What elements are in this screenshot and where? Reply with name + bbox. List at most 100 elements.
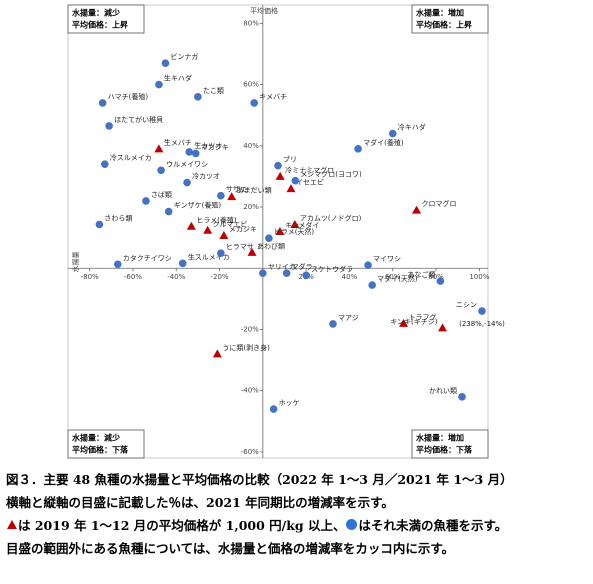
point-label: あまだい類 (237, 186, 272, 195)
point-triangle (275, 227, 285, 235)
caption: 図３．主要 48 魚種の水揚量と平均価格の比較（2022 年 1～3 月／202… (6, 468, 591, 560)
point-label: 生キハダ (164, 74, 192, 83)
point (194, 93, 202, 101)
x-tick-label: 80% (428, 273, 444, 281)
caption-text: はそれ未満の魚種を示す。 (358, 518, 508, 533)
point (269, 405, 278, 413)
point-label: マイワシ (373, 255, 401, 263)
point-label: ヒラマサ (226, 243, 254, 251)
point-label: 生メバチ (164, 138, 192, 147)
caption-line: 横軸と縦軸の目盛に記載した％は、2021 年同期比の増減率を示す。 (6, 495, 394, 510)
point (250, 99, 258, 107)
legend-circle (346, 519, 358, 530)
point (98, 99, 107, 107)
point-label: ヒラメ(天然) (274, 227, 315, 236)
point-label: メカジキ (229, 225, 257, 233)
point-label: クルマエビ (213, 219, 248, 228)
caption-line: は 2019 年 1～12 月の平均価格が 1,000 円/kg 以上、 はそれ未… (6, 514, 591, 537)
point-label: あわび類 (257, 241, 285, 250)
point (105, 122, 113, 130)
point (265, 234, 273, 243)
point-label: イセエビ (296, 178, 324, 187)
caption-text: は 2019 年 1～12 月の平均価格が 1,000 円/kg 以上、 (18, 518, 346, 533)
plot-border (67, 4, 489, 459)
point-triangle (286, 184, 296, 193)
quadrant-frame (67, 429, 145, 459)
point-label: たこ類 (203, 86, 224, 95)
point-label: マダイ(養殖) (363, 138, 404, 147)
point-label: さわら類 (104, 213, 132, 222)
quadrant-text: 水揚量：増加 (415, 8, 464, 18)
y-tick-label: 20% (243, 203, 259, 211)
point (164, 207, 173, 216)
point-label: 生スルメイカ (188, 252, 230, 261)
y-tick-label: 60% (243, 81, 259, 89)
point-triangle (399, 318, 409, 327)
point (185, 148, 194, 156)
x-tick-label: -40% (167, 273, 185, 281)
x-tick-label: 100% (469, 273, 489, 281)
point-triangle (438, 323, 448, 332)
point (354, 145, 362, 153)
point-label: 生カツオ (194, 141, 222, 150)
quadrant-frame (411, 429, 489, 459)
point-label: キンメダイ (285, 221, 320, 230)
quadrant-text: 平均価格：上昇 (72, 20, 128, 30)
quadrant-frame (67, 4, 145, 34)
point-label: ブリ (283, 155, 297, 164)
point (282, 269, 291, 277)
chart: 平均価格 水揚量 -80% -60% -40% -20% 20% 40% 60% 80% 100… (67, 4, 505, 459)
point-triangle (219, 230, 229, 239)
point (259, 269, 267, 277)
quadrant-text: 水揚量：減少 (71, 8, 120, 18)
point-label: ビンナガ (170, 52, 198, 61)
point-label: ほたてがい稚貝 (114, 115, 163, 124)
point-label: キンキ(キチジ) (390, 318, 438, 326)
point-label: ニシン (456, 301, 477, 309)
point-label: 冷キハダ (398, 123, 426, 132)
point-label: キメバチ (259, 93, 287, 101)
point (388, 129, 397, 138)
point (178, 259, 187, 268)
y-tick-label: 80% (243, 19, 259, 27)
quadrant-text: 水揚量：増加 (415, 433, 464, 443)
point-label: サザエ (226, 186, 247, 194)
x-tick-label: -80% (81, 273, 99, 281)
x-axis-title: 平均価格 (250, 6, 278, 15)
point-triangle (290, 219, 300, 228)
point-label: ヤリイカ (268, 263, 296, 271)
point (161, 59, 170, 67)
y-tick-label: 40% (243, 142, 259, 150)
point-triangle (247, 247, 257, 256)
point-label: マダラ (292, 262, 313, 271)
point-label: アカムツ(ノドグロ) (300, 213, 362, 222)
caption-line: 図３．主要 48 魚種の水揚量と平均価格の比較（2022 年 1～3 月／202… (6, 472, 513, 487)
quadrant-text: 平均価格：下落 (72, 445, 129, 455)
point (329, 320, 337, 328)
point (101, 160, 109, 168)
y-tick-label: -40% (241, 387, 259, 395)
point-label: ホッケ (279, 399, 300, 407)
point-label: うに類(剥き身) (222, 343, 270, 352)
y-tick-label: -20% (241, 325, 259, 333)
x-tick-label: 60% (385, 273, 401, 281)
point (113, 260, 122, 269)
x-tick-label: 40% (342, 273, 358, 281)
point-label: 冷カツオ (192, 172, 220, 181)
point (142, 197, 150, 205)
point-triangle (186, 221, 196, 230)
point-label: マアジ (338, 314, 359, 322)
y-tick-label: -60% (241, 448, 259, 456)
point-label: クロマグロ (422, 199, 457, 208)
point (157, 166, 165, 175)
point (217, 191, 225, 200)
point-triangle (212, 349, 222, 358)
point (191, 149, 200, 158)
point (458, 392, 466, 401)
point (217, 249, 225, 258)
point (155, 80, 163, 89)
legend-triangle (7, 520, 17, 529)
quadrant-text: 平均価格：上昇 (416, 20, 472, 30)
point-label: スケトウダラ (311, 264, 353, 273)
